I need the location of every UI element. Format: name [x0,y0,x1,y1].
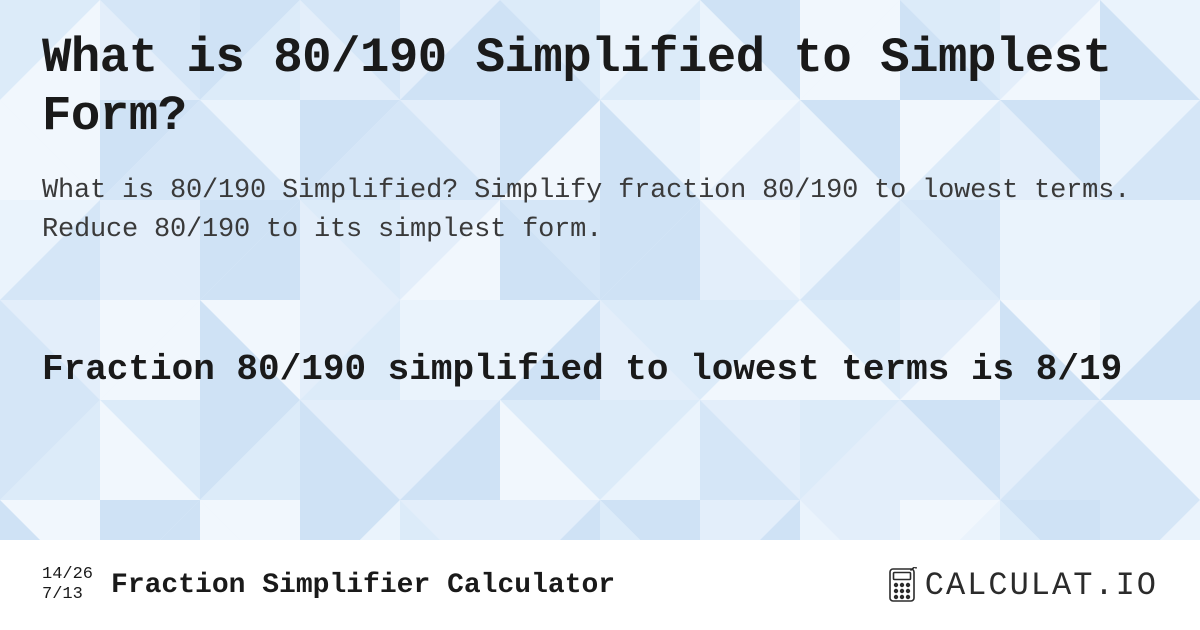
footer-right: CALCULAT.IO [887,567,1158,604]
brand-text: CALCULAT.IO [925,567,1158,604]
footer-bar: 14/26 7/13 Fraction Simplifier Calculato… [0,540,1200,630]
brand-calculator-icon [887,567,917,603]
answer-text: Fraction 80/190 simplified to lowest ter… [42,346,1158,395]
fraction-icon-top: 14/26 [42,565,93,585]
calculator-title: Fraction Simplifier Calculator [111,570,615,601]
fraction-icon: 14/26 7/13 [42,565,93,604]
brand: CALCULAT.IO [887,567,1158,604]
description-text: What is 80/190 Simplified? Simplify frac… [42,172,1158,250]
footer-left: 14/26 7/13 Fraction Simplifier Calculato… [42,565,615,604]
fraction-icon-bottom: 7/13 [42,585,93,605]
page-title: What is 80/190 Simplified to Simplest Fo… [42,30,1158,146]
main-content: What is 80/190 Simplified to Simplest Fo… [0,0,1200,540]
